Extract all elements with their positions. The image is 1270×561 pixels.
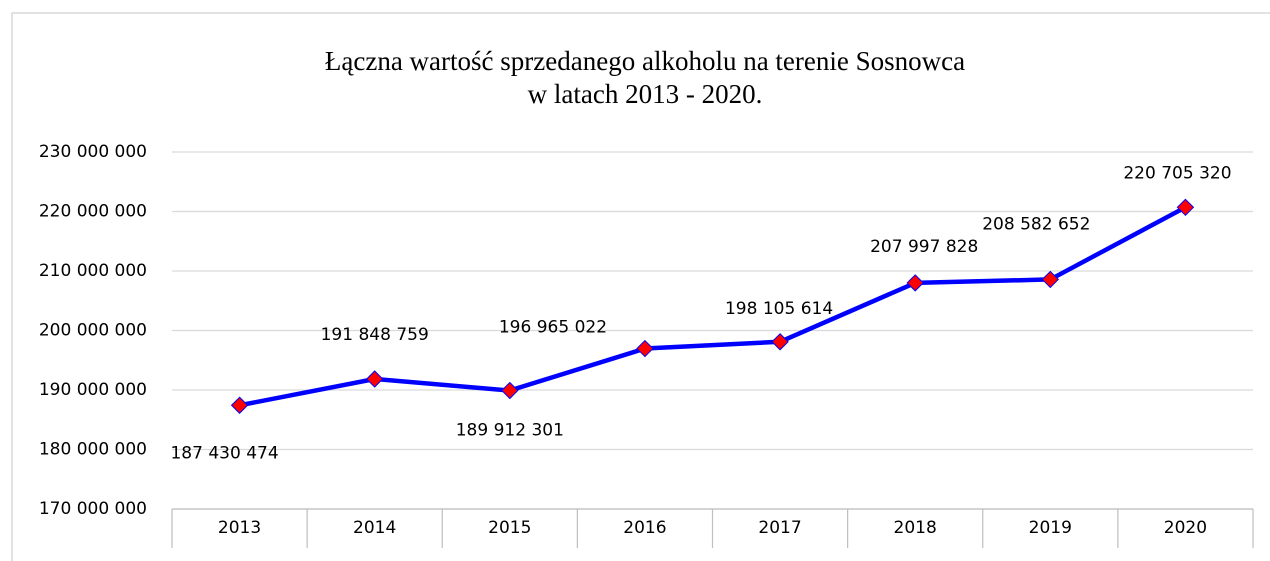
data-label: 196 965 022 — [499, 318, 607, 338]
y-tick-label: 180 000 000 — [39, 440, 147, 460]
data-label: 191 848 759 — [321, 325, 429, 345]
marker — [1176, 198, 1195, 217]
marker — [1041, 270, 1060, 289]
y-tick-label: 170 000 000 — [39, 499, 147, 519]
data-label: 198 105 614 — [725, 299, 833, 319]
data-label: 208 582 652 — [982, 214, 1090, 234]
data-label: 189 912 301 — [456, 421, 564, 441]
x-tick-label: 2016 — [623, 518, 666, 538]
y-tick-label: 230 000 000 — [39, 142, 147, 162]
x-tick-label: 2019 — [1029, 518, 1072, 538]
data-label: 207 997 828 — [870, 237, 978, 257]
x-tick-label: 2017 — [758, 518, 801, 538]
data-label: 220 705 320 — [1123, 163, 1231, 183]
x-tick-label: 2018 — [894, 518, 937, 538]
marker — [365, 370, 384, 388]
x-tick-label: 2013 — [218, 518, 261, 538]
data-label: 187 430 474 — [170, 443, 278, 463]
frame — [11, 12, 1270, 561]
y-tick-label: 190 000 000 — [39, 380, 147, 400]
x-tick-label: 2020 — [1164, 518, 1207, 538]
x-tick-label: 2014 — [353, 518, 396, 538]
marker — [230, 396, 249, 414]
marker — [636, 339, 654, 358]
marker — [771, 333, 789, 351]
chart-title: w latach 2013 - 2020. — [528, 79, 763, 109]
y-tick-label: 200 000 000 — [39, 321, 147, 341]
x-tick-label: 2015 — [488, 518, 531, 538]
marker — [501, 381, 519, 400]
chart-title: Łączna wartość sprzedanego alkoholu na t… — [325, 46, 965, 76]
y-tick-label: 210 000 000 — [39, 261, 147, 281]
line — [239, 205, 1187, 408]
marker — [906, 274, 924, 292]
y-tick-label: 220 000 000 — [39, 202, 147, 222]
